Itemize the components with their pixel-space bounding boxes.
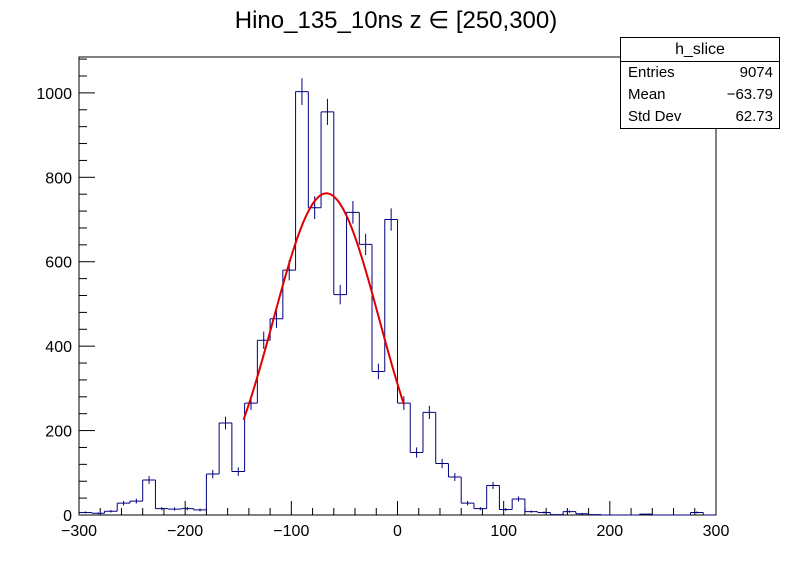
stats-value: 62.73 bbox=[735, 108, 773, 125]
x-tick-label: 0 bbox=[393, 523, 402, 540]
histogram-bin bbox=[397, 219, 411, 404]
stats-box-title: h_slice bbox=[621, 38, 779, 62]
stats-value: −63.79 bbox=[726, 86, 773, 103]
y-tick-label: 200 bbox=[45, 424, 72, 441]
histogram-series bbox=[79, 78, 716, 516]
y-axis: 0 200 400 600 800 1000 bbox=[36, 58, 95, 525]
histogram-bin bbox=[218, 422, 232, 475]
fit-curve bbox=[242, 192, 405, 421]
y-tick-label: 0 bbox=[63, 508, 72, 525]
histogram-bin bbox=[651, 514, 666, 516]
x-tick-label: 300 bbox=[703, 523, 730, 540]
stats-row-mean: Mean −63.79 bbox=[621, 84, 779, 106]
histogram-bin bbox=[371, 244, 385, 372]
stats-label: Std Dev bbox=[628, 108, 682, 125]
histogram-bin bbox=[702, 512, 716, 516]
histogram-bin bbox=[295, 91, 309, 271]
y-tick-label: 1000 bbox=[36, 86, 72, 103]
stats-row-stddev: Std Dev 62.73 bbox=[621, 106, 779, 128]
stats-box: h_slice Entries 9074 Mean −63.79 Std Dev… bbox=[620, 37, 780, 129]
x-tick-label: −200 bbox=[167, 523, 203, 540]
x-axis: −300 −200 −100 0 100 200 300 bbox=[61, 501, 729, 540]
histogram-bin bbox=[205, 473, 220, 510]
y-tick-label: 600 bbox=[45, 255, 72, 272]
histogram-bin bbox=[409, 403, 423, 454]
stats-row-entries: Entries 9074 bbox=[621, 62, 779, 84]
histogram-bin bbox=[435, 412, 449, 465]
histogram-bin bbox=[460, 477, 474, 504]
histogram-bin bbox=[154, 479, 169, 510]
x-tick-label: −100 bbox=[273, 523, 309, 540]
histogram-bin bbox=[346, 211, 360, 295]
stats-label: Mean bbox=[628, 86, 666, 103]
x-tick-label: −300 bbox=[61, 523, 97, 540]
x-tick-label: 100 bbox=[490, 523, 517, 540]
histogram-bin bbox=[524, 498, 538, 513]
stats-value: 9074 bbox=[739, 64, 773, 81]
y-tick-label: 400 bbox=[45, 339, 72, 356]
gaussian-fit bbox=[242, 192, 405, 421]
histogram-bin bbox=[498, 485, 513, 511]
histogram-bin bbox=[307, 91, 322, 209]
chart-title: Hino_135_10ns z ∈ [250,300) bbox=[235, 7, 557, 34]
histogram-bin bbox=[231, 422, 245, 473]
y-tick-label: 800 bbox=[45, 170, 72, 187]
x-tick-label: 200 bbox=[596, 523, 623, 540]
stats-label: Entries bbox=[628, 64, 675, 81]
